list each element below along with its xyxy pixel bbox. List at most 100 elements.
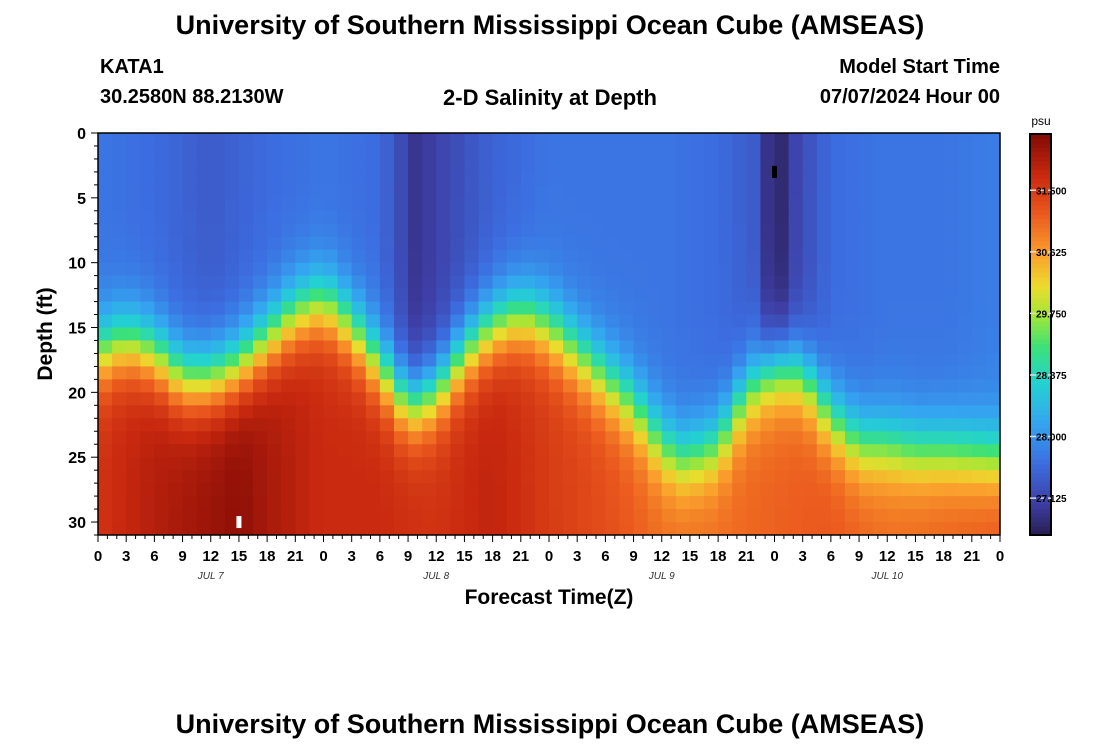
heatmap-cell [633,457,649,471]
heatmap-cell [323,301,339,316]
heatmap-cell [492,236,508,251]
heatmap-cell [577,405,592,419]
heatmap-cell [112,470,127,484]
heatmap-cell [675,288,691,303]
y-tick-label: 0 [77,126,86,143]
heatmap-cell [718,457,733,471]
heatmap-cell [408,327,423,342]
heatmap-cell [830,236,846,251]
heatmap-cell [112,366,127,380]
heatmap-cell [534,405,550,419]
heatmap-cell [238,184,254,199]
heatmap-cell [154,133,170,147]
heatmap-cell [689,301,705,316]
heatmap-cell [675,236,691,251]
heatmap-cell [661,327,677,342]
colorbar-segment [1030,401,1051,407]
heatmap-cell [915,236,931,251]
heatmap-cell [830,275,846,290]
heatmap-cell [112,288,127,303]
heatmap-cell [365,158,381,173]
heatmap-cell [661,496,677,510]
heatmap-cell [591,275,606,290]
heatmap-cell [844,392,860,406]
colorbar-segment [1030,205,1051,211]
heatmap-cell [154,496,170,510]
colorbar-segment [1030,445,1051,451]
heatmap-cell [774,249,790,264]
heatmap-cell [520,197,536,212]
heatmap-cell [788,262,804,277]
heatmap-cell [619,184,635,199]
heatmap-cell [661,236,677,251]
heatmap-cell [253,158,268,173]
colorbar-segment [1030,169,1051,175]
heatmap-cell [253,366,268,380]
heatmap-cell [224,522,240,535]
heatmap-cell [887,470,902,484]
heatmap-cell [788,158,804,173]
heatmap-cell [957,444,973,458]
heatmap-cell [196,392,212,406]
heatmap-cell [323,509,339,523]
heatmap-cell [210,457,226,471]
heatmap-cell [675,496,691,510]
x-tick-label: 0 [545,548,553,565]
heatmap-cell [436,457,451,471]
heatmap-cell [210,379,226,393]
heatmap-cell [210,327,226,342]
heatmap-cell [98,184,113,199]
heatmap-cell [267,158,282,173]
heatmap-cell [549,405,564,419]
heatmap-cell [450,249,466,264]
heatmap-cell [478,133,494,147]
heatmap-cell [436,158,451,173]
heatmap-cell [760,418,776,432]
heatmap-cell [267,197,282,212]
heatmap-cell [154,314,170,329]
heatmap-cell [943,418,959,432]
heatmap-cell [492,249,508,264]
heatmap-cell [464,210,480,225]
colorbar-segment [1030,240,1051,246]
heatmap-cell [492,509,508,523]
heatmap-cell [549,197,564,212]
heatmap-cell [492,483,508,497]
heatmap-cell [647,145,663,160]
heatmap-cell [591,249,606,264]
heatmap-cell [718,366,733,380]
heatmap-cell [830,470,846,484]
heatmap-cell [238,483,254,497]
heatmap-cell [379,483,395,497]
heatmap-cell [393,275,409,290]
heatmap-cell [774,184,790,199]
heatmap-cell [605,418,621,432]
heatmap-cell [746,171,761,186]
heatmap-cell [379,379,395,393]
heatmap-cell [464,405,480,419]
heatmap-cell [182,496,198,510]
x-tick-label: 15 [907,548,924,565]
colorbar-segment [1030,134,1051,139]
heatmap-cell [788,301,804,316]
heatmap-cell [520,392,536,406]
heatmap-cell [140,171,155,186]
heatmap-cell [985,236,1000,251]
heatmap-cell [196,197,212,212]
heatmap-cell [436,509,451,523]
heatmap-cell [196,405,212,419]
heatmap-cell [534,379,550,393]
heatmap-cell [887,171,902,186]
heatmap-cell [943,470,959,484]
heatmap-cell [929,483,945,497]
colorbar-segment [1030,156,1051,162]
heatmap-cell [224,444,240,458]
heatmap-cell [520,509,536,523]
heatmap-cell [605,210,621,225]
heatmap-cell [971,327,987,342]
heatmap-cell [365,405,381,419]
heatmap-cell [393,210,409,225]
y-tick-label: 25 [68,450,86,467]
heatmap-cell [802,223,818,238]
heatmap-cell [450,483,466,497]
